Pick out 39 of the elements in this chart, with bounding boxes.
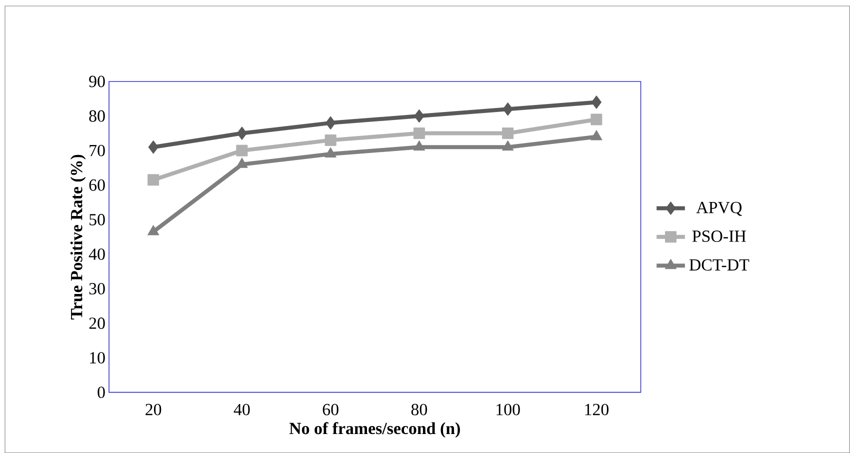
point — [414, 109, 424, 123]
x-tick-label: 60 — [322, 404, 338, 416]
point — [148, 140, 158, 154]
point — [236, 144, 248, 156]
point — [325, 116, 336, 130]
y-tick-label: 0 — [98, 386, 105, 398]
y-tick-label: 90 — [89, 76, 105, 88]
point — [324, 134, 336, 146]
point — [236, 126, 248, 140]
x-axis-title: No of frames/second (n) — [289, 422, 460, 438]
point — [413, 127, 425, 139]
y-tick-label: 40 — [88, 248, 105, 260]
point — [324, 147, 336, 158]
y-tick-label: 30 — [89, 282, 105, 294]
y-tick-label: 70 — [90, 144, 105, 156]
x-tick-label: 100 — [496, 404, 520, 416]
point — [502, 102, 513, 116]
x-tick-label: 20 — [146, 404, 162, 416]
point — [590, 130, 602, 140]
y-tick-label: 10 — [90, 352, 105, 364]
legend-label: PSO-IH — [692, 230, 746, 242]
y-axis-title: True Positive Rate (%) — [70, 154, 86, 320]
legend-label: DCT-DT — [689, 259, 750, 271]
x-tick-label: 80 — [411, 404, 428, 416]
point — [236, 158, 248, 168]
point — [147, 224, 160, 236]
point — [502, 127, 514, 139]
point — [148, 174, 160, 186]
x-tick-label: 40 — [234, 404, 250, 416]
point — [590, 114, 602, 126]
y-tick-label: 50 — [90, 214, 105, 226]
y-tick-label: 60 — [89, 179, 105, 191]
point — [502, 140, 514, 151]
y-tick-label: 20 — [89, 317, 105, 329]
point — [591, 95, 602, 109]
x-tick-label: 120 — [585, 404, 609, 416]
legend-label: APVQ — [696, 202, 742, 216]
y-tick-label: 80 — [89, 110, 105, 122]
point — [413, 140, 426, 151]
